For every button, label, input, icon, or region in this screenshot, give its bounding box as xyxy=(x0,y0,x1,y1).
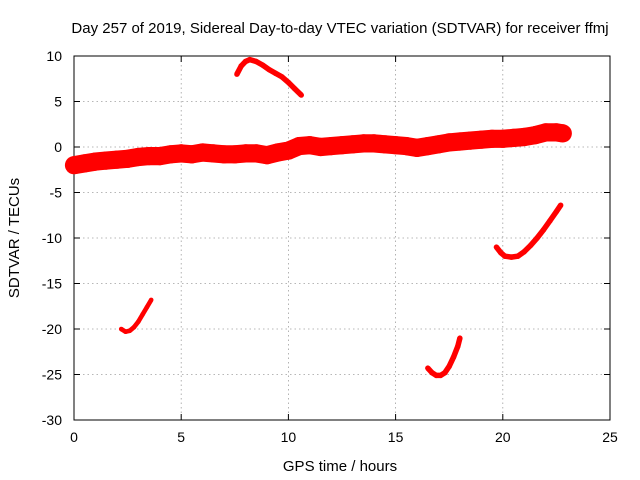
y-axis-label: SDTVAR / TECUs xyxy=(6,178,23,298)
series-arc-right xyxy=(494,203,563,260)
data-point xyxy=(238,63,244,69)
data-point xyxy=(272,70,279,77)
data-point xyxy=(455,343,461,349)
data-point xyxy=(450,354,457,360)
data-point xyxy=(247,56,253,63)
data-point xyxy=(118,326,124,332)
data-point xyxy=(498,249,504,256)
series-layer xyxy=(64,56,572,379)
data-point xyxy=(553,124,572,143)
data-point xyxy=(437,372,444,379)
data-point xyxy=(540,227,547,233)
data-point xyxy=(521,249,527,255)
y-tick-label: 5 xyxy=(54,94,62,110)
data-point xyxy=(148,297,154,303)
data-point xyxy=(558,202,564,208)
series-arc-top xyxy=(234,56,304,98)
x-axis-label: GPS time / hours xyxy=(283,458,397,475)
data-point xyxy=(123,329,128,335)
data-point xyxy=(547,218,553,224)
data-point xyxy=(292,86,298,92)
y-tick-label: -25 xyxy=(42,367,62,383)
data-point xyxy=(253,58,259,65)
x-tick-label: 20 xyxy=(495,429,511,445)
data-point xyxy=(493,244,500,250)
data-point xyxy=(131,324,137,330)
y-tick-label: -15 xyxy=(42,276,62,292)
data-point xyxy=(298,92,304,98)
x-tick-label: 10 xyxy=(281,429,297,445)
data-point xyxy=(242,58,249,65)
y-tick-label: -5 xyxy=(50,185,63,201)
data-point xyxy=(553,208,560,215)
y-tick-label: 10 xyxy=(46,48,62,64)
data-point xyxy=(457,335,463,341)
x-tick-label: 5 xyxy=(177,429,185,445)
data-point xyxy=(425,365,431,371)
data-point xyxy=(140,312,145,317)
data-point xyxy=(433,372,439,379)
y-tick-label: -10 xyxy=(42,230,62,246)
data-point xyxy=(446,363,452,369)
data-point xyxy=(260,62,266,68)
data-point xyxy=(234,71,240,77)
x-tick-label: 15 xyxy=(388,429,404,445)
data-point xyxy=(515,253,521,259)
data-point xyxy=(144,304,150,310)
data-point xyxy=(429,370,435,376)
data-point xyxy=(285,79,292,86)
y-tick-label: -30 xyxy=(42,412,62,428)
data-point xyxy=(127,328,132,334)
data-point xyxy=(442,370,448,376)
data-point xyxy=(266,66,272,73)
data-point xyxy=(528,242,534,248)
data-point xyxy=(508,254,515,260)
y-tick-label: -20 xyxy=(42,321,62,337)
data-point xyxy=(136,319,141,325)
x-tick-label: 25 xyxy=(602,429,618,445)
y-tick-label: 0 xyxy=(54,139,62,155)
grid xyxy=(74,56,610,420)
data-point xyxy=(502,253,508,259)
data-point xyxy=(534,235,540,241)
x-tick-label: 0 xyxy=(70,429,78,445)
data-point xyxy=(279,74,285,80)
axis-ticks: 0 5 10 15 20 25 -30 -25 -20 -15 -10 -5 0 5 10 xyxy=(42,48,618,445)
chart-title: Day 257 of 2019, Sidereal Day-to-day VTE… xyxy=(71,20,608,37)
